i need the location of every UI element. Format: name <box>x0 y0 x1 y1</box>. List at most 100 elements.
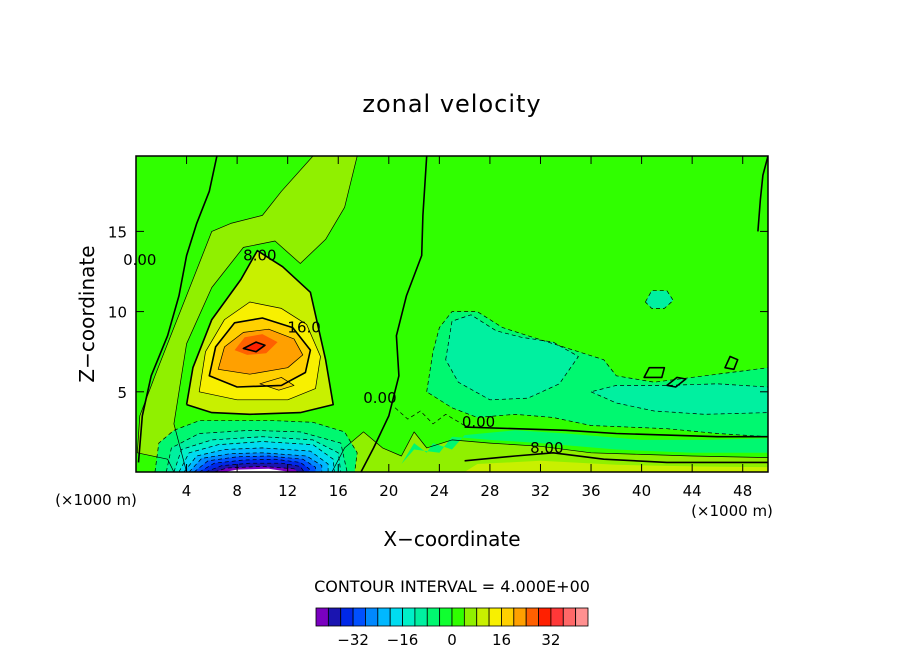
colorbar-swatch <box>525 607 539 627</box>
negative-contour-line <box>188 452 323 472</box>
x-tick-label: 4 <box>182 482 192 500</box>
colorbar-swatch <box>550 607 564 627</box>
major-contour-line <box>464 451 768 464</box>
colorbar-swatch <box>575 607 589 627</box>
x-tick-label: 48 <box>733 482 752 500</box>
major-contour-line <box>757 156 768 232</box>
minor-contour-line <box>331 431 768 472</box>
y-tick-label: 15 <box>108 223 127 241</box>
contour-label: 8.00 <box>243 246 276 264</box>
contour-fill-region <box>591 383 768 415</box>
colorbar-tick-label: 0 <box>447 631 457 649</box>
colorbar-swatch <box>377 607 391 627</box>
contour-fill-region <box>645 290 674 309</box>
x-tick-label: 20 <box>379 482 398 500</box>
colorbar-swatch <box>463 607 478 627</box>
colorbar-swatch <box>513 607 527 627</box>
major-contour-line <box>464 426 768 438</box>
major-contour-line <box>208 317 312 388</box>
colorbar-swatch <box>414 607 428 627</box>
negative-contour-line <box>205 462 305 472</box>
x-tick-label: 32 <box>531 482 550 500</box>
colorbar-swatch <box>439 607 453 627</box>
colorbar-tick-label: 32 <box>541 631 560 649</box>
minor-contour-line <box>217 328 304 375</box>
contour-labels: 8.00 16.0 0.00 0.00 0.00 8.00 <box>123 246 563 456</box>
major-contour-line <box>360 156 428 472</box>
y-axis-label: Z−coordinate <box>75 245 99 382</box>
contour-lines <box>136 156 768 472</box>
negative-contour-line <box>199 458 310 472</box>
x-unit-right: (×1000 m) <box>691 502 773 520</box>
negative-contour-line <box>183 447 329 472</box>
colorbar-swatch <box>488 607 502 627</box>
minor-contour-line <box>198 301 321 401</box>
minor-contour-line <box>136 156 314 472</box>
contour-interval-text: CONTOUR INTERVAL = 4.000E+00 <box>314 577 590 596</box>
colorbar-swatch <box>327 607 342 627</box>
colorbar-swatch <box>538 607 552 627</box>
y-tick-label: 10 <box>108 304 127 322</box>
negative-contour-line <box>193 455 316 472</box>
negative-contour-line <box>214 466 299 472</box>
colorbar-swatch <box>340 607 354 627</box>
colorbar-swatch <box>451 607 465 627</box>
negative-contour-line <box>165 429 348 472</box>
colorbar: −32 −16 0 16 32 <box>315 607 589 649</box>
colorbar-swatch <box>501 607 515 627</box>
minor-contour-line <box>259 377 295 391</box>
x-axis: 4 8 12 16 20 24 28 32 36 40 44 48 <box>182 156 752 500</box>
contour-label: 0.00 <box>123 251 156 269</box>
contour-fill-region <box>259 377 294 391</box>
colorbar-swatch <box>402 607 416 627</box>
chart-title: zonal velocity <box>362 90 541 118</box>
y-tick-label: 5 <box>117 384 127 402</box>
contour-fill-region <box>401 430 768 464</box>
x-unit-left: (×1000 m) <box>55 491 137 509</box>
major-contour-line <box>137 156 218 463</box>
contour-label: 16.0 <box>287 318 320 336</box>
contour-label: 8.00 <box>530 439 563 457</box>
x-tick-label: 40 <box>632 482 651 500</box>
x-tick-label: 24 <box>430 482 449 500</box>
x-tick-label: 28 <box>480 482 499 500</box>
colorbar-tick-label: −16 <box>387 631 419 649</box>
contour-fill-region <box>445 314 579 400</box>
colorbar-swatch <box>315 607 329 627</box>
colorbar-swatch <box>562 607 577 627</box>
x-tick-label: 12 <box>278 482 297 500</box>
major-contour-line <box>185 249 335 416</box>
negative-contour-line <box>645 290 674 309</box>
x-tick-label: 44 <box>683 482 702 500</box>
contour-label: 0.00 <box>462 413 495 431</box>
x-tick-label: 8 <box>232 482 242 500</box>
colorbar-tick-label: −32 <box>337 631 369 649</box>
colorbar-swatch <box>389 607 403 627</box>
contour-fill-region <box>137 156 358 472</box>
contour-label: 0.00 <box>363 389 396 407</box>
negative-contour-line <box>445 314 579 401</box>
x-axis-label: X−coordinate <box>383 527 520 551</box>
minor-contour-line <box>173 156 358 472</box>
y-axis: 5 10 15 <box>108 223 768 402</box>
negative-contour-line <box>394 407 465 426</box>
negative-contour-line <box>173 436 342 472</box>
major-contour-line <box>643 366 666 379</box>
negative-contour-line <box>590 383 768 415</box>
major-contour-line <box>242 341 266 353</box>
plot-frame <box>135 155 769 473</box>
x-tick-label: 16 <box>329 482 348 500</box>
negative-contour-line <box>178 441 335 472</box>
contour-fill-region <box>224 468 291 472</box>
major-contour-line <box>724 355 739 371</box>
plot-area: 8.00 16.0 0.00 0.00 0.00 8.00 <box>123 155 769 473</box>
colorbar-swatch <box>476 607 490 627</box>
colorbar-swatch <box>426 607 441 627</box>
colorbar-tick-label: 16 <box>492 631 511 649</box>
colorbar-swatch <box>352 607 366 627</box>
colorbar-swatch <box>365 607 379 627</box>
x-tick-label: 36 <box>581 482 600 500</box>
filled-contours <box>137 156 768 472</box>
